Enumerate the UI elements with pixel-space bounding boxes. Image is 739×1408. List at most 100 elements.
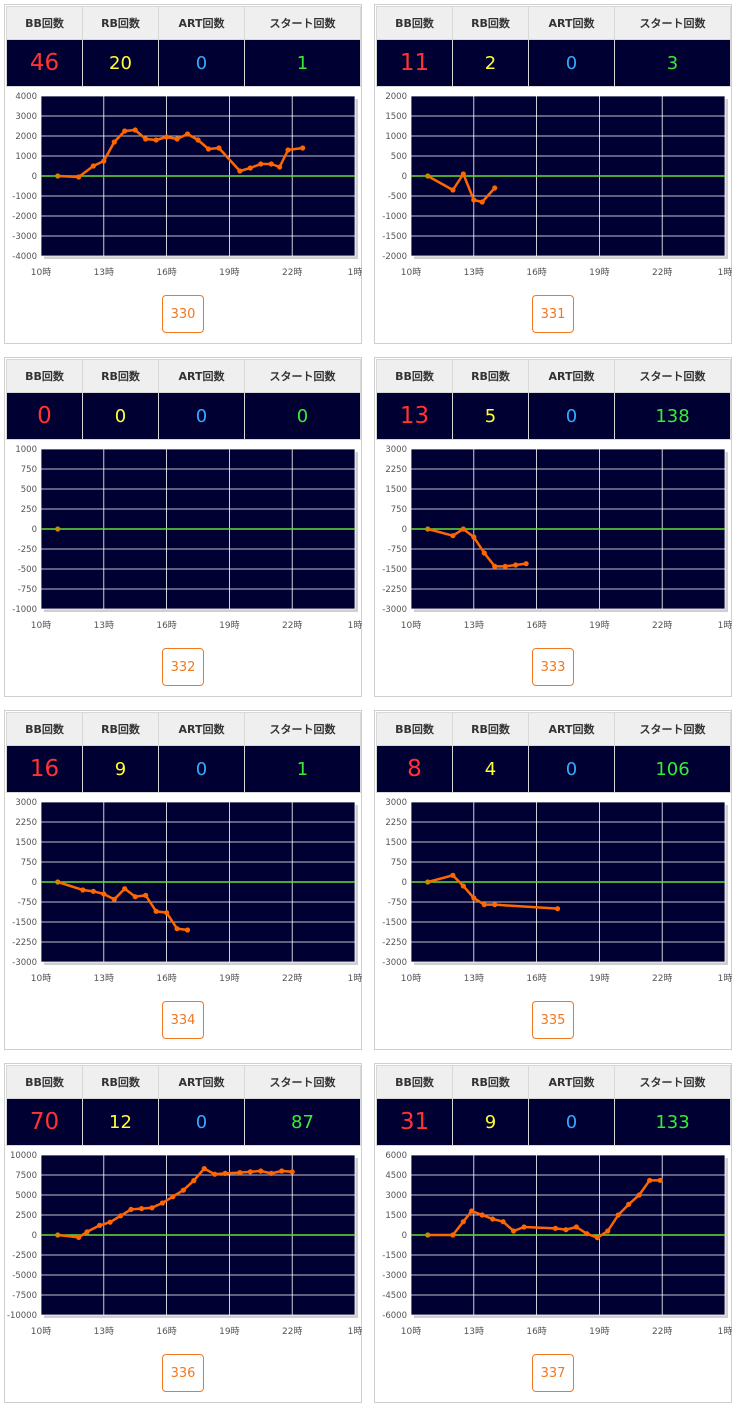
y-tick-label: -2250 — [12, 938, 37, 948]
data-point — [55, 173, 61, 179]
y-tick-label: -4500 — [382, 1291, 407, 1301]
x-tick-label: 16時 — [156, 1326, 176, 1337]
data-point — [479, 199, 485, 205]
machine-number-button[interactable]: 336 — [162, 1354, 204, 1392]
y-tick-label: 1000 — [385, 132, 407, 142]
bb-header: BB回数 — [6, 712, 83, 746]
start-count: 87 — [244, 1098, 361, 1146]
data-point — [471, 197, 477, 203]
y-tick-label: 1500 — [15, 838, 37, 848]
x-tick-label: 1時 — [348, 620, 363, 631]
y-tick-label: 3000 — [385, 798, 407, 808]
art-header: ART回数 — [158, 359, 245, 393]
data-point — [554, 906, 561, 912]
art-count: 0 — [528, 745, 615, 793]
y-tick-label: 3000 — [385, 1191, 407, 1201]
stats-table: BB回数 RB回数 ART回数 スタート回数 13 5 0 138 — [376, 359, 731, 440]
data-point — [513, 562, 519, 568]
machine-number-button[interactable]: 334 — [162, 1001, 204, 1039]
data-point — [460, 171, 466, 177]
x-tick-label: 16時 — [526, 1326, 546, 1337]
data-point — [128, 1206, 134, 1212]
bb-header: BB回数 — [376, 6, 453, 40]
machine-card-334: BB回数 RB回数 ART回数 スタート回数 16 9 0 1 3000 2250… — [4, 710, 362, 1050]
rb-header: RB回数 — [82, 712, 159, 746]
start-header: スタート回数 — [614, 359, 731, 393]
machine-number-button[interactable]: 332 — [162, 648, 204, 686]
data-point — [138, 1206, 145, 1212]
y-tick-label: 1500 — [385, 1211, 407, 1221]
y-tick-label: -500 — [388, 192, 407, 202]
data-point — [450, 533, 456, 539]
data-point — [195, 137, 201, 143]
data-point — [258, 161, 264, 167]
x-tick-label: 22時 — [282, 973, 302, 984]
y-tick-label: -2000 — [12, 212, 37, 222]
data-point — [500, 1219, 506, 1225]
data-point — [153, 908, 159, 914]
machine-number-button[interactable]: 335 — [532, 1001, 574, 1039]
data-point — [90, 888, 96, 894]
art-header: ART回数 — [528, 6, 615, 40]
machine-number-button[interactable]: 331 — [532, 295, 574, 333]
slump-chart: 6000 4500 3000 1500 0 -1500 -3000 -4500 -6000 10時… — [382, 1151, 732, 1337]
stats-table: BB回数 RB回数 ART回数 スタート回数 8 4 0 106 — [376, 712, 731, 793]
data-point — [111, 896, 117, 902]
art-header: ART回数 — [528, 1065, 615, 1099]
machine-number-button[interactable]: 330 — [162, 295, 204, 333]
data-point — [201, 1166, 207, 1172]
rb-count: 20 — [82, 39, 159, 87]
bb-count: 13 — [376, 392, 453, 440]
data-point — [111, 139, 117, 145]
rb-count: 4 — [452, 745, 529, 793]
data-point — [479, 1212, 485, 1218]
start-header: スタート回数 — [244, 359, 361, 393]
bb-header: BB回数 — [6, 359, 83, 393]
machine-card-330: BB回数 RB回数 ART回数 スタート回数 46 20 0 1 4000 300… — [4, 4, 362, 344]
data-point — [184, 131, 191, 137]
y-tick-label: 1000 — [15, 445, 37, 455]
bb-count: 11 — [376, 39, 453, 87]
x-tick-label: 22時 — [652, 973, 672, 984]
data-point — [212, 1171, 218, 1177]
data-point — [180, 1187, 186, 1193]
data-point — [481, 902, 487, 908]
y-tick-label: -1000 — [382, 212, 407, 222]
x-tick-label: 1時 — [348, 1326, 363, 1337]
data-point — [469, 1208, 475, 1214]
data-point — [492, 185, 498, 191]
art-header: ART回数 — [528, 712, 615, 746]
y-tick-label: 0 — [32, 1231, 37, 1241]
y-tick-label: 0 — [32, 172, 37, 182]
machine-card-335: BB回数 RB回数 ART回数 スタート回数 8 4 0 106 3000 225… — [374, 710, 732, 1050]
data-point — [523, 561, 529, 567]
machine-number-button[interactable]: 337 — [532, 1354, 574, 1392]
data-point — [122, 886, 128, 892]
y-tick-label: -1500 — [382, 1251, 407, 1261]
data-point — [626, 1201, 632, 1207]
rb-header: RB回数 — [452, 6, 529, 40]
art-count: 0 — [528, 392, 615, 440]
bb-count: 0 — [6, 392, 83, 440]
y-tick-label: 4500 — [385, 1171, 407, 1181]
y-tick-label: -750 — [388, 898, 407, 908]
rb-header: RB回数 — [82, 359, 159, 393]
y-tick-label: 750 — [21, 465, 37, 475]
data-point — [481, 550, 487, 556]
start-header: スタート回数 — [244, 1065, 361, 1099]
art-count: 0 — [158, 39, 245, 87]
stats-table: BB回数 RB回数 ART回数 スタート回数 31 9 0 133 — [376, 1065, 731, 1146]
x-tick-label: 22時 — [652, 620, 672, 631]
y-tick-label: 2000 — [15, 132, 37, 142]
data-point — [460, 883, 466, 889]
data-point — [521, 1224, 527, 1230]
y-tick-label: 0 — [402, 878, 407, 888]
machine-card-337: BB回数 RB回数 ART回数 スタート回数 31 9 0 133 6000 45… — [374, 1063, 732, 1403]
stats-table: BB回数 RB回数 ART回数 スタート回数 11 2 0 3 — [376, 6, 731, 87]
data-point — [90, 163, 96, 169]
machine-card-332: BB回数 RB回数 ART回数 スタート回数 0 0 0 0 1000 750 50… — [4, 357, 362, 697]
rb-header: RB回数 — [82, 1065, 159, 1099]
bb-header: BB回数 — [376, 359, 453, 393]
machine-number-button[interactable]: 333 — [532, 648, 574, 686]
x-tick-label: 19時 — [589, 620, 609, 631]
